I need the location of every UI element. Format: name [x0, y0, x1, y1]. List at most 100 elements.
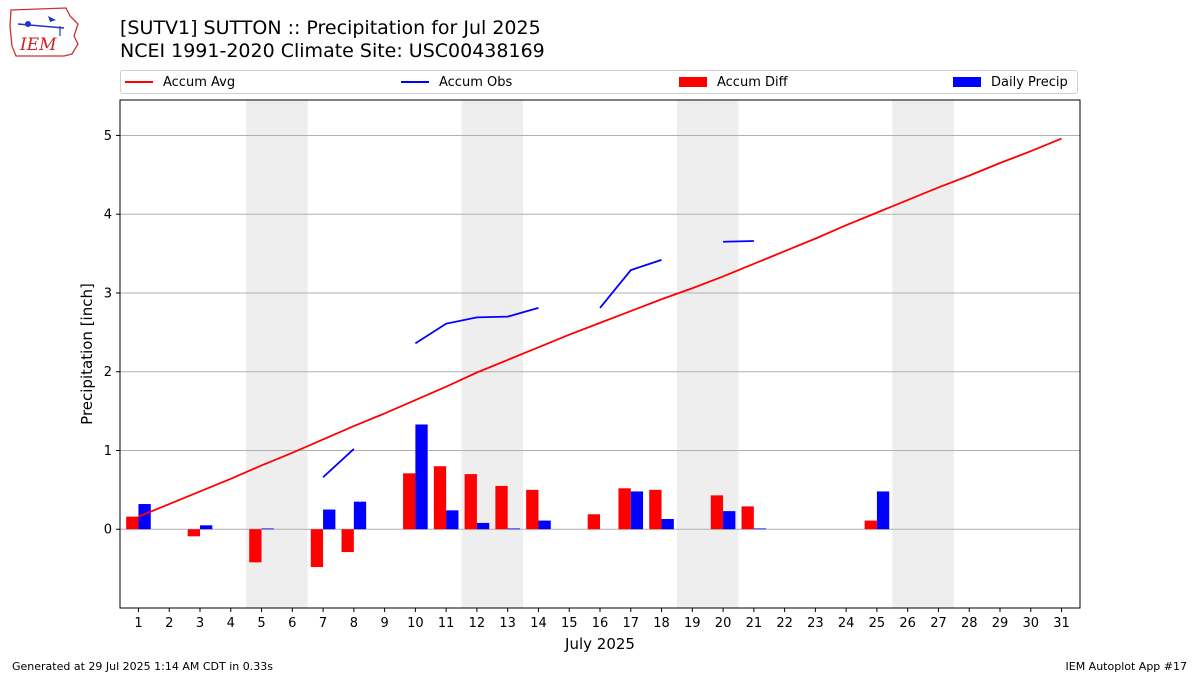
x-tick-label: 10	[407, 616, 424, 631]
y-tick-label: 1	[104, 444, 112, 459]
accum-obs-line	[599, 259, 662, 309]
accum-diff-bar	[403, 473, 416, 530]
legend-item-accum-obs: Accum Obs	[401, 71, 512, 93]
y-tick-label: 2	[104, 365, 112, 380]
x-tick-label: 28	[961, 616, 978, 631]
y-tick-label: 3	[104, 286, 112, 301]
y-tick-label: 0	[104, 523, 112, 538]
legend-item-accum-avg: Accum Avg	[125, 71, 235, 93]
legend-swatch-daily-precip	[953, 77, 981, 87]
chart-subtitle: NCEI 1991-2020 Climate Site: USC00438169	[120, 40, 545, 62]
x-tick-label: 23	[807, 616, 824, 631]
legend-label-daily-precip: Daily Precip	[991, 74, 1068, 90]
accum-diff-bar	[587, 514, 600, 530]
weekend-band	[892, 100, 954, 608]
daily-precip-bar	[723, 511, 736, 530]
daily-precip-bar	[261, 528, 274, 530]
x-tick-label: 29	[992, 616, 1009, 631]
accum-diff-bar	[341, 529, 354, 553]
iem-logo: IEM	[8, 6, 80, 58]
daily-precip-bar	[200, 525, 213, 530]
daily-precip-bar	[353, 501, 367, 530]
x-tick-label: 31	[1053, 616, 1070, 631]
accum-diff-bar	[464, 474, 477, 530]
x-tick-label: 11	[438, 616, 455, 631]
x-tick-label: 25	[869, 616, 886, 631]
weekend-band	[246, 100, 308, 608]
accum-diff-bar	[249, 529, 262, 563]
daily-precip-bar	[876, 491, 890, 530]
legend-item-daily-precip: Daily Precip	[953, 71, 1068, 93]
x-tick-label: 27	[930, 616, 947, 631]
accum-avg-line	[138, 137, 1062, 518]
accum-diff-bar	[495, 485, 508, 530]
x-tick-label: 20	[715, 616, 732, 631]
accum-diff-bar	[618, 488, 631, 530]
footer-generated: Generated at 29 Jul 2025 1:14 AM CDT in …	[12, 660, 273, 673]
x-tick-label: 19	[684, 616, 701, 631]
accum-diff-bar	[649, 489, 662, 530]
accum-diff-bar	[433, 466, 447, 530]
x-tick-label: 5	[257, 616, 265, 631]
footer-app: IEM Autoplot App #17	[1065, 660, 1188, 673]
x-tick-label: 14	[530, 616, 547, 631]
iem-iowa-logo-icon: IEM	[9, 7, 79, 57]
accum-diff-bar	[310, 529, 324, 568]
x-tick-label: 3	[196, 616, 204, 631]
y-axis-label: Precipitation [inch]	[78, 283, 96, 425]
daily-precip-bar	[753, 528, 767, 530]
lines	[138, 137, 1062, 518]
legend-swatch-accum-avg	[125, 81, 153, 83]
accum-diff-bar	[864, 520, 877, 530]
x-tick-label: 13	[499, 616, 516, 631]
weekend-band	[461, 100, 524, 608]
x-tick-label: 26	[899, 616, 916, 631]
legend-label-accum-avg: Accum Avg	[163, 74, 236, 90]
accum-obs-line	[723, 240, 754, 243]
x-tick-label: 18	[653, 616, 670, 631]
chart-legend: Accum Avg Accum Obs Accum Diff Daily Pre…	[120, 70, 1078, 94]
accum-diff-bar	[187, 529, 200, 537]
x-tick-label: 22	[776, 616, 793, 631]
x-tick-label: 16	[592, 616, 609, 631]
daily-precip-bar	[538, 520, 551, 530]
y-tick-label: 5	[104, 129, 112, 144]
x-tick-label: 4	[227, 616, 235, 631]
daily-precip-bar	[323, 509, 336, 530]
y-tick-label: 4	[104, 208, 112, 223]
daily-precip-bar	[476, 522, 490, 530]
x-tick-label: 24	[838, 616, 855, 631]
legend-label-accum-diff: Accum Diff	[717, 74, 788, 90]
x-tick-label: 2	[165, 616, 173, 631]
x-tick-label: 6	[288, 616, 296, 631]
daily-precip-bar	[138, 504, 151, 530]
accum-diff-bar	[126, 516, 139, 530]
daily-precip-bar	[507, 528, 520, 530]
chart-title: [SUTV1] SUTTON :: Precipitation for Jul …	[120, 17, 541, 39]
x-tick-label: 30	[1022, 616, 1039, 631]
x-tick-label: 1	[134, 616, 142, 631]
x-tick-label: 17	[622, 616, 639, 631]
legend-item-accum-diff: Accum Diff	[679, 71, 788, 93]
daily-precip-bar	[630, 491, 644, 530]
x-tick-label: 9	[380, 616, 388, 631]
accum-diff-bar	[710, 495, 724, 530]
daily-precip-bar	[446, 510, 459, 530]
accum-obs-line	[322, 448, 355, 478]
legend-swatch-accum-obs	[401, 81, 429, 83]
legend-label-accum-obs: Accum Obs	[439, 74, 513, 90]
x-axis-label: July 2025	[564, 635, 635, 653]
accum-diff-bar	[526, 489, 539, 530]
logo-text: IEM	[19, 35, 57, 55]
x-tick-label: 15	[561, 616, 578, 631]
x-tick-label: 12	[469, 616, 486, 631]
legend-swatch-accum-diff	[679, 77, 707, 87]
weekend-band	[676, 100, 739, 608]
x-tick-label: 8	[350, 616, 358, 631]
daily-precip-bar	[661, 519, 674, 530]
daily-precip-bar	[415, 424, 428, 530]
accum-diff-bar	[741, 506, 754, 530]
accum-obs-line	[414, 307, 539, 345]
